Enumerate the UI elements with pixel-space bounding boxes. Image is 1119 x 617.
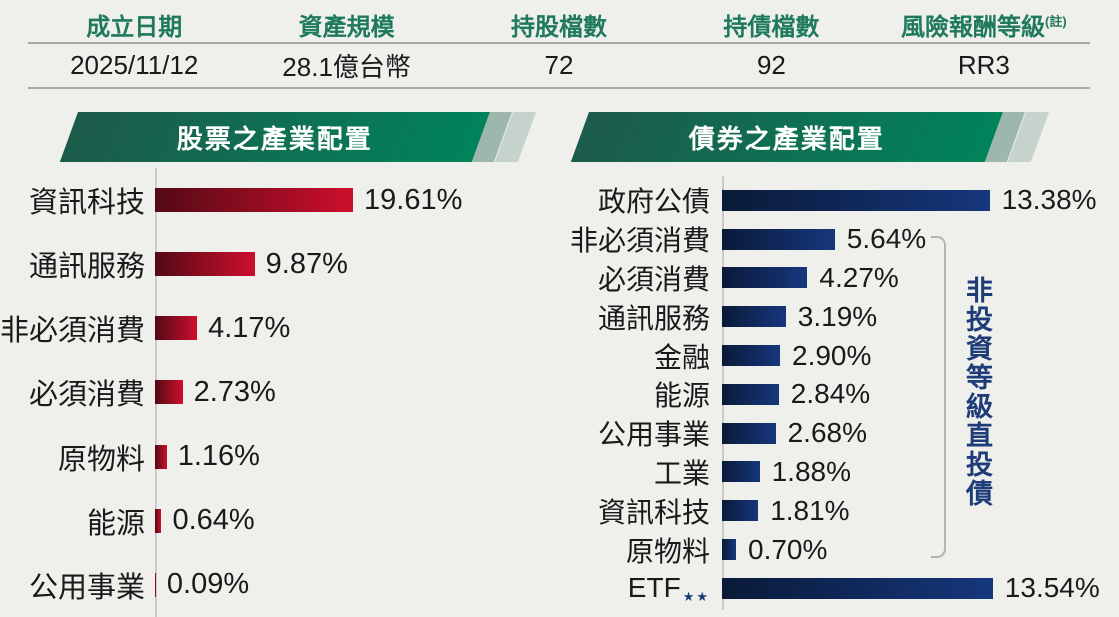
info-table-value-row: 2025/11/12 28.1億台幣 72 92 RR3 <box>28 42 1090 89</box>
category-label: 必須消費 <box>28 379 145 412</box>
value-label: 1.81% <box>770 494 850 526</box>
bar-row: 政府公債 13.38% <box>560 181 1119 220</box>
value-label: 4.27% <box>819 261 899 293</box>
header-risk-level: 風險報酬等級(註) <box>878 7 1090 42</box>
category-label: 通訊服務 <box>597 302 710 334</box>
value-asset-size: 28.1億台幣 <box>282 52 411 82</box>
bar-row: 必須消費 2.73% <box>0 360 560 424</box>
bar <box>155 188 354 213</box>
value-label: 0.09% <box>166 568 250 601</box>
bar-row: 資訊科技 1.81% <box>560 491 1119 530</box>
category-label: 非必須消費 <box>569 225 710 257</box>
bar <box>722 267 808 289</box>
bar <box>722 228 835 250</box>
value-stock-holdings: 72 <box>544 50 574 80</box>
value-label: 13.38% <box>1001 184 1097 216</box>
bar-row: ETF ★★ 13.54% <box>560 569 1119 608</box>
bar-row: 通訊服務 9.87% <box>0 232 560 296</box>
value-label: 19.61% <box>364 183 463 216</box>
stock-chart-title-banner: 股票之產業配置 <box>59 112 491 162</box>
info-table-header-row: 成立日期 資產規模 持股檔數 持債檔數 風險報酬等級(註) <box>28 6 1090 42</box>
value-label: 5.64% <box>846 223 927 255</box>
header-bond-holdings: 持債檔數 <box>723 13 820 41</box>
header-risk-level-text: 風險報酬等級 <box>900 13 1045 41</box>
value-label: 1.88% <box>771 455 851 487</box>
value-label: 9.87% <box>265 247 348 280</box>
value-label: 0.70% <box>748 533 828 565</box>
bond-chart-title-banner: 債券之產業配置 <box>570 112 1003 162</box>
category-label: 金融 <box>653 341 710 373</box>
bar-row: 能源 0.64% <box>0 489 560 553</box>
value-label: 3.19% <box>797 300 878 332</box>
bar-row: 公用事業 2.68% <box>560 414 1119 453</box>
bar-row: 金融 2.90% <box>560 336 1119 375</box>
star-icon: ★★ <box>682 589 710 605</box>
value-label: 4.17% <box>208 311 291 344</box>
bar <box>722 422 776 444</box>
bar <box>722 383 779 405</box>
risk-level-note-superscript: (註) <box>1044 13 1067 29</box>
bar <box>155 444 167 469</box>
bar-row: 非必須消費 5.64% <box>560 220 1119 259</box>
fund-info-table: 成立日期 資產規模 持股檔數 持債檔數 風險報酬等級(註) 2025/11/12… <box>28 6 1090 89</box>
stock-chart-title: 股票之產業配置 <box>176 123 373 154</box>
value-label: 2.68% <box>787 417 867 449</box>
bar <box>722 577 993 599</box>
category-label: 原物料 <box>625 535 710 567</box>
value-inception-date: 2025/11/12 <box>70 50 199 80</box>
header-asset-size: 資產規模 <box>298 13 395 41</box>
bar <box>722 539 736 561</box>
value-label: 2.73% <box>193 375 276 408</box>
bar-row: 資訊科技 19.61% <box>0 168 560 232</box>
bar <box>722 500 759 522</box>
bar-row: 原物料 1.16% <box>0 425 560 489</box>
bar <box>155 572 156 597</box>
bar-row: 原物料 0.70% <box>560 530 1119 569</box>
value-label: 1.16% <box>177 440 260 473</box>
category-label: 資訊科技 <box>28 187 145 220</box>
value-label: 2.90% <box>792 339 872 371</box>
bar <box>722 306 786 328</box>
category-label: 通訊服務 <box>28 251 145 284</box>
bar-row: 工業 1.88% <box>560 453 1119 492</box>
value-label: 0.64% <box>172 504 255 537</box>
bar-row: 通訊服務 3.19% <box>560 297 1119 336</box>
bond-industry-bar-chart: 政府公債 13.38% 非必須消費 5.64% 必須消費 4.27% 通訊服務 3.19% 金融… <box>560 176 1119 611</box>
bar-row: 必須消費 4.27% <box>560 259 1119 298</box>
bar <box>155 316 198 341</box>
value-label: 2.84% <box>790 378 871 410</box>
bar-row: 能源 2.84% <box>560 375 1119 414</box>
annotation-vertical-label: 非投資等級直投債 <box>962 276 992 508</box>
category-label: 非必須消費 <box>0 315 146 348</box>
stock-chart-rows: 資訊科技 19.61% 通訊服務 9.87% 非必須消費 4.17% 必須消費 2.73% 原物… <box>0 168 560 617</box>
category-label: ETF ★★ <box>627 572 710 605</box>
bar <box>155 380 183 405</box>
bond-chart-title: 債券之產業配置 <box>688 123 885 154</box>
category-label: 公用事業 <box>597 419 710 451</box>
category-label: 資訊科技 <box>597 496 710 528</box>
category-label: 原物料 <box>57 443 145 476</box>
category-label: 公用事業 <box>28 571 145 604</box>
category-label: 必須消費 <box>597 264 710 295</box>
stock-industry-bar-chart: 資訊科技 19.61% 通訊服務 9.87% 非必須消費 4.17% 必須消費 2.73% 原物… <box>0 168 560 617</box>
bar <box>722 345 780 367</box>
bar-row: 非必須消費 4.17% <box>0 296 560 360</box>
value-label: 13.54% <box>1004 572 1100 604</box>
bar-row: 公用事業 0.09% <box>0 553 560 617</box>
bar <box>722 189 990 211</box>
header-stock-holdings: 持股檔數 <box>511 13 608 41</box>
header-inception-date: 成立日期 <box>86 13 183 41</box>
bar <box>722 461 760 483</box>
bar <box>155 252 255 277</box>
bond-chart-rows: 政府公債 13.38% 非必須消費 5.64% 必須消費 4.27% 通訊服務 3.19% 金融… <box>560 181 1119 608</box>
bar <box>155 508 162 533</box>
category-label: 政府公債 <box>597 186 710 218</box>
value-risk-level: RR3 <box>957 50 1010 80</box>
category-label: 能源 <box>653 380 710 412</box>
category-label: 能源 <box>86 507 145 540</box>
value-bond-holdings: 92 <box>756 50 786 80</box>
category-label: 工業 <box>653 457 710 489</box>
group-bracket <box>931 236 946 558</box>
